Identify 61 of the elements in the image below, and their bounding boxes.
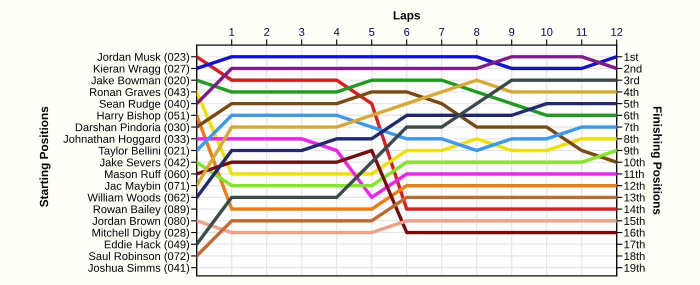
- x-tick-label: 9: [509, 28, 514, 36]
- x-axis-title: Laps: [394, 11, 420, 22]
- y2-tick-label: 5th: [624, 100, 638, 108]
- series-label: Sean Rudge (040): [99, 100, 190, 110]
- y2-tick-label: 13th: [624, 193, 645, 202]
- x-tick-label: 3: [299, 28, 304, 36]
- y2-tick-label: 2nd: [624, 64, 642, 73]
- y2-axis-title: Finishing Positions: [650, 106, 662, 214]
- y2-tick-label: 17th: [624, 240, 645, 248]
- line-series: [196, 55, 617, 211]
- y2-tick-label: 1st: [624, 53, 638, 61]
- y2-tick-label: 18th: [624, 252, 645, 260]
- x-tick-label: 8: [474, 28, 480, 36]
- y2-tick-label: 11th: [624, 170, 644, 178]
- series-label: Darshan Pindoria (030): [76, 123, 190, 134]
- y2-tick-label: 8th: [624, 134, 638, 143]
- series-label: Harry Bishop (051): [97, 111, 190, 122]
- line-series: [196, 137, 617, 200]
- series-label: Johnathan Hoggard (033): [63, 134, 190, 146]
- y2-tick-label: 12th: [624, 182, 645, 190]
- line-series: [196, 78, 617, 246]
- series-label: Jordan Brown (080): [92, 216, 190, 228]
- y2-tick-label: 16th: [624, 228, 645, 237]
- x-tick-label: 4: [334, 28, 340, 36]
- y2-tick-label: 6th: [624, 111, 638, 120]
- x-tick-label: 10: [541, 28, 552, 36]
- x-tick-label: 2: [264, 28, 270, 36]
- y2-tick-label: 10th: [624, 158, 645, 166]
- line-series: [196, 78, 617, 118]
- series-label: Mason Ruff (060): [105, 170, 190, 180]
- y2-tick-label: 14th: [624, 205, 645, 214]
- series-label: Jake Bowman (020): [91, 76, 190, 87]
- line-series: [196, 102, 617, 200]
- legend-label: Mitchell Digby (028): [92, 228, 190, 239]
- legend-label: Joshua Simms (041): [88, 264, 190, 274]
- series-label: Jordan Musk (023): [97, 52, 190, 64]
- x-tick-label: 12: [611, 28, 622, 36]
- y2-tick-label: 9th: [624, 146, 638, 155]
- x-tick-label: 7: [439, 28, 444, 36]
- legend-label: Rowan Bailey (089): [94, 205, 190, 216]
- text: Starting Positions: [39, 106, 51, 207]
- series-label: Saul Robinson (072): [88, 252, 190, 262]
- x-tick-label: 1: [229, 28, 234, 36]
- line-series: [196, 78, 617, 188]
- y2-tick-label: 15th: [624, 216, 645, 225]
- series-label: Taylor Bellini (021): [98, 146, 190, 157]
- y2-tick-label: 3rd: [624, 76, 639, 84]
- series-label: Ronan Graves (043): [90, 88, 190, 98]
- x-tick-label: 5: [369, 28, 374, 36]
- series-label: William Woods (062): [88, 193, 190, 204]
- series-label: Eddie Hack (049): [104, 240, 190, 251]
- series-label: Kieran Wragg (027): [94, 64, 190, 75]
- x-tick-label: 11: [576, 28, 587, 36]
- line-series: [196, 114, 617, 152]
- y2-tick-label: 7th: [624, 123, 638, 132]
- series-label: Jac Maybin (071): [104, 182, 190, 192]
- y2-tick-label: 19th: [624, 264, 645, 272]
- y2-tick-label: 4th: [624, 88, 638, 96]
- line-series: [196, 148, 617, 234]
- series-label: Jake Severs (042): [100, 158, 190, 169]
- x-tick-label: 6: [404, 28, 410, 36]
